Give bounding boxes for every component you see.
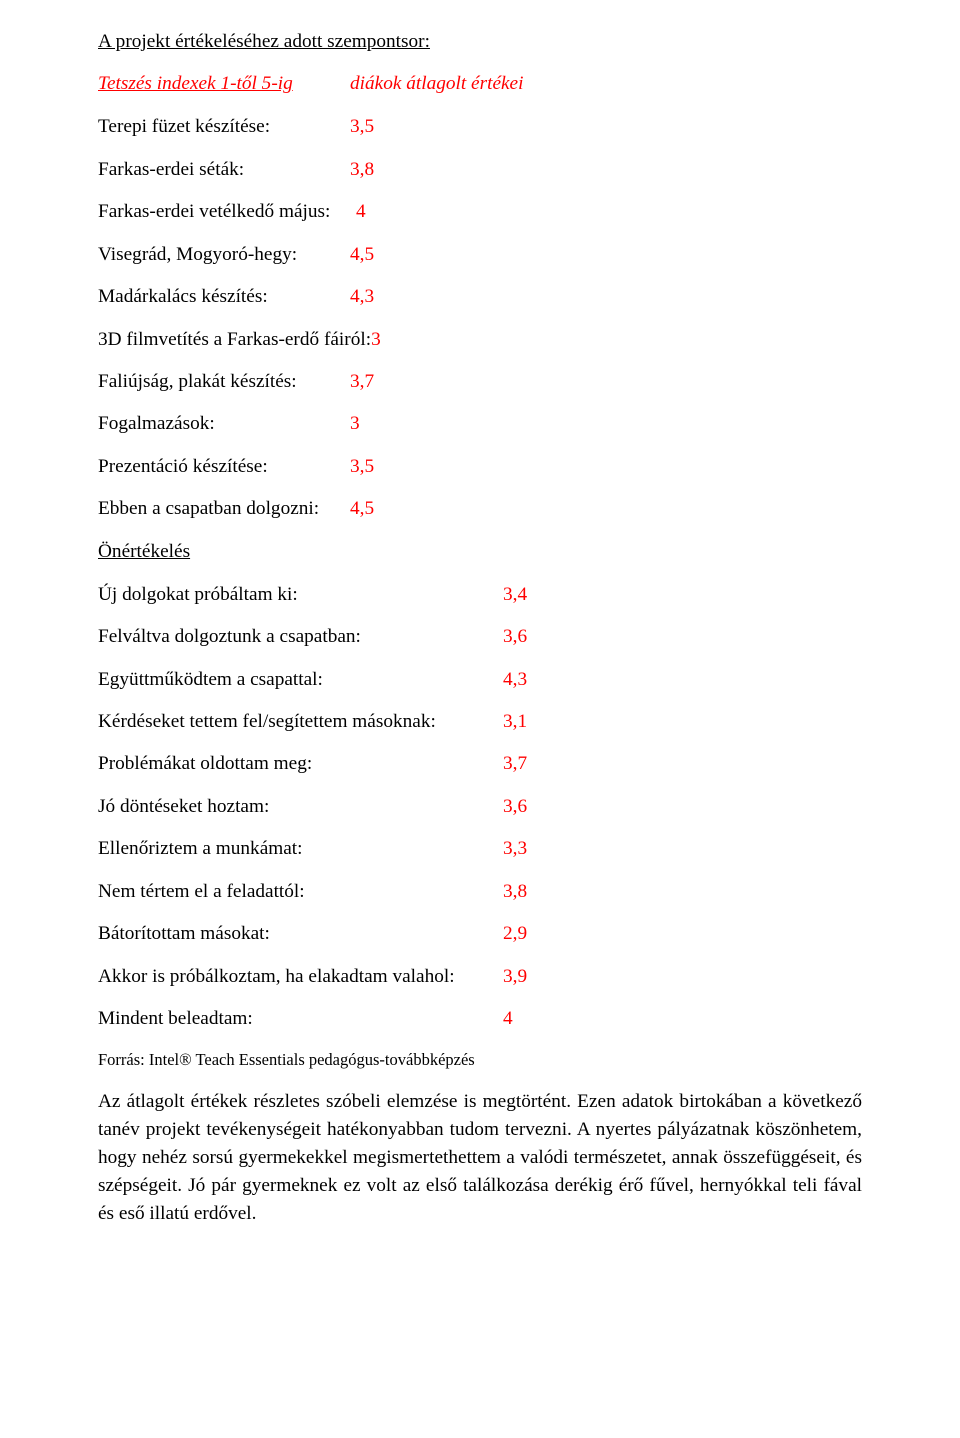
film-value: 3 <box>371 329 381 350</box>
table-row: Faliújság, plakát készítés:3,7 <box>98 368 862 397</box>
header-right: diákok átlagolt értékei <box>350 70 523 99</box>
table-row: Farkas-erdei séták:3,8 <box>98 156 862 185</box>
row-value: 3,8 <box>503 878 527 907</box>
row-value: 3,1 <box>503 708 527 737</box>
table-row: Együttműködtem a csapattal:4,3 <box>98 666 862 695</box>
row-label: Farkas-erdei vetélkedő május: <box>98 198 356 227</box>
document-page: A projekt értékeléséhez adott szempontso… <box>0 0 960 1438</box>
row-label: Kérdéseket tettem fel/segítettem másokna… <box>98 708 503 737</box>
row-value: 3,6 <box>503 793 527 822</box>
table-row: Ellenőriztem a munkámat:3,3 <box>98 835 862 864</box>
source-text: Intel® Teach Essentials pedagógus-tovább… <box>149 1050 475 1069</box>
section-2: Új dolgokat próbáltam ki:3,4Felváltva do… <box>98 581 862 1034</box>
row-label: Fogalmazások: <box>98 410 350 439</box>
row-label: Jó döntéseket hoztam: <box>98 793 503 822</box>
row-value: 3,7 <box>350 368 374 397</box>
row-value: 3,8 <box>350 156 374 185</box>
table-row: Felváltva dolgoztunk a csapatban:3,6 <box>98 623 862 652</box>
table-row: Ebben a csapatban dolgozni:4,5 <box>98 495 862 524</box>
row-label: Akkor is próbálkoztam, ha elakadtam vala… <box>98 963 503 992</box>
film-label: 3D filmvetítés a Farkas-erdő fáiról: <box>98 329 371 350</box>
row-label: Visegrád, Mogyoró-hegy: <box>98 241 350 270</box>
row-label: Bátorítottam másokat: <box>98 920 503 949</box>
table-row: Kérdéseket tettem fel/segítettem másokna… <box>98 708 862 737</box>
source-label: Forrás: <box>98 1050 149 1069</box>
table-row: Terepi füzet készítése:3,5 <box>98 113 862 142</box>
row-label: Együttműködtem a csapattal: <box>98 666 503 695</box>
row-label: Farkas-erdei séták: <box>98 156 350 185</box>
row-label: Mindent beleadtam: <box>98 1005 503 1034</box>
row-label: Új dolgokat próbáltam ki: <box>98 581 503 610</box>
row-value: 3,6 <box>503 623 527 652</box>
table-row: Visegrád, Mogyoró-hegy:4,5 <box>98 241 862 270</box>
row-value: 3,5 <box>350 453 374 482</box>
table-row: Akkor is próbálkoztam, ha elakadtam vala… <box>98 963 862 992</box>
row-value: 3,7 <box>503 750 527 779</box>
table-row: Jó döntéseket hoztam:3,6 <box>98 793 862 822</box>
section-1: Terepi füzet készítése:3,5Farkas-erdei s… <box>98 113 862 312</box>
row-value: 4,5 <box>350 241 374 270</box>
analysis-paragraph: Az átlagolt értékek részletes szóbeli el… <box>98 1088 862 1228</box>
table-row: Farkas-erdei vetélkedő május:4 <box>98 198 862 227</box>
row-value: 4 <box>503 1005 513 1034</box>
row-value: 3,5 <box>350 113 374 142</box>
table-row: Fogalmazások:3 <box>98 410 862 439</box>
row-label: Prezentáció készítése: <box>98 453 350 482</box>
row-value: 3 <box>350 410 360 439</box>
table-row: Problémákat oldottam meg:3,7 <box>98 750 862 779</box>
row-value: 2,9 <box>503 920 527 949</box>
row-value: 4 <box>356 198 366 227</box>
source-line: Forrás: Intel® Teach Essentials pedagógu… <box>98 1048 862 1073</box>
row-label: Faliújság, plakát készítés: <box>98 368 350 397</box>
table-header-row: Tetszés indexek 1-től 5-ig diákok átlago… <box>98 70 862 99</box>
row-value: 4,5 <box>350 495 374 524</box>
row-label: Nem tértem el a feladattól: <box>98 878 503 907</box>
row-value: 4,3 <box>503 666 527 695</box>
row-label: Madárkalács készítés: <box>98 283 350 312</box>
row-label: Terepi füzet készítése: <box>98 113 350 142</box>
table-row: Madárkalács készítés:4,3 <box>98 283 862 312</box>
table-row: Bátorítottam másokat:2,9 <box>98 920 862 949</box>
film-row: 3D filmvetítés a Farkas-erdő fáiról:3 <box>98 326 862 355</box>
row-value: 3,4 <box>503 581 527 610</box>
row-label: Ellenőriztem a munkámat: <box>98 835 503 864</box>
row-value: 3,3 <box>503 835 527 864</box>
row-value: 3,9 <box>503 963 527 992</box>
row-label: Felváltva dolgoztunk a csapatban: <box>98 623 503 652</box>
page-title: A projekt értékeléséhez adott szempontso… <box>98 28 862 57</box>
table-row: Mindent beleadtam:4 <box>98 1005 862 1034</box>
row-value: 4,3 <box>350 283 374 312</box>
row-label: Ebben a csapatban dolgozni: <box>98 495 350 524</box>
row-label: Problémákat oldottam meg: <box>98 750 503 779</box>
table-row: Nem tértem el a feladattól:3,8 <box>98 878 862 907</box>
header-left: Tetszés indexek 1-től 5-ig <box>98 70 350 99</box>
table-row: Prezentáció készítése:3,5 <box>98 453 862 482</box>
table-row: Új dolgokat próbáltam ki:3,4 <box>98 581 862 610</box>
section-1b: Faliújság, plakát készítés:3,7Fogalmazás… <box>98 368 862 524</box>
self-eval-title: Önértékelés <box>98 538 862 567</box>
